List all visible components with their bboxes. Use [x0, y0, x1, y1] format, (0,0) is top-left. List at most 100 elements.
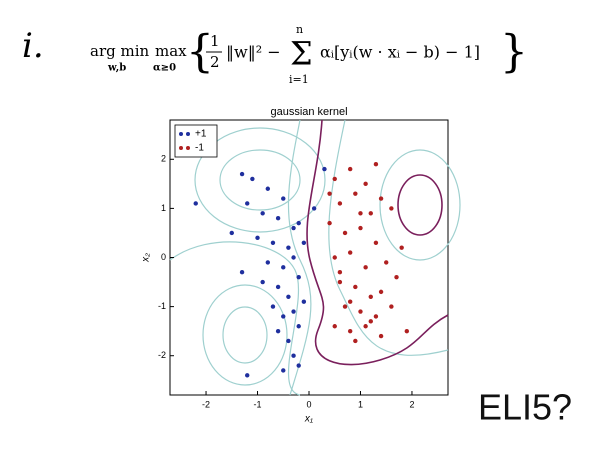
- point: [270, 240, 276, 245]
- point: [332, 255, 337, 260]
- legend-marker: [179, 146, 183, 150]
- point: [265, 260, 271, 265]
- formula-den: 2: [210, 53, 220, 71]
- point: [353, 284, 358, 290]
- point: [368, 294, 373, 299]
- point: [399, 245, 404, 250]
- formula: arg min w,b max α≥0 { 1 2 ‖w‖² − Σ n i=1…: [90, 23, 528, 86]
- point: [275, 328, 281, 334]
- caption: ELI5?: [478, 387, 572, 428]
- point: [347, 328, 353, 334]
- point: [296, 363, 301, 368]
- point: [378, 333, 384, 339]
- point: [337, 270, 343, 275]
- plot: [169, 119, 461, 396]
- point: [239, 270, 245, 275]
- formula-argmin-sub: w,b: [107, 63, 126, 74]
- contour: [169, 241, 301, 396]
- x-tick-label: -2: [202, 399, 210, 409]
- point: [373, 161, 379, 167]
- point: [291, 255, 296, 260]
- point: [296, 324, 301, 329]
- point: [358, 309, 363, 314]
- point: [347, 166, 353, 172]
- contour: [194, 127, 326, 233]
- formula-max: max: [155, 42, 187, 60]
- point: [275, 284, 281, 290]
- point: [286, 338, 291, 344]
- point: [358, 211, 363, 216]
- contour: [202, 284, 288, 386]
- point: [332, 324, 337, 329]
- y-tick-label: 2: [161, 154, 166, 164]
- point: [327, 220, 332, 226]
- point: [239, 171, 245, 177]
- chart-title: gaussian kernel: [270, 106, 347, 118]
- point: [281, 196, 286, 201]
- contour: [219, 149, 301, 211]
- y-axis-label: x₂: [141, 253, 152, 263]
- point: [270, 304, 276, 309]
- point: [265, 186, 271, 191]
- item-label: i.: [22, 26, 44, 66]
- point: [291, 309, 296, 314]
- point: [347, 299, 353, 304]
- formula-max-sub: α≥0: [153, 63, 176, 74]
- point: [327, 191, 332, 196]
- point: [363, 265, 368, 270]
- point: [255, 235, 260, 241]
- y-tick-label: -1: [158, 301, 166, 311]
- point: [229, 230, 234, 236]
- point: [281, 265, 286, 270]
- legend-marker: [186, 146, 190, 150]
- point: [286, 294, 291, 299]
- point: [378, 289, 384, 295]
- point: [296, 220, 301, 226]
- point: [389, 304, 394, 309]
- point: [250, 176, 255, 182]
- formula-sum-bottom: i=1: [289, 73, 309, 86]
- legend-label: +1: [195, 129, 207, 140]
- point: [337, 279, 343, 285]
- point: [342, 304, 348, 309]
- point: [296, 274, 301, 280]
- point: [358, 225, 363, 231]
- x-tick-label: -1: [254, 399, 262, 409]
- formula-sum-top: n: [296, 23, 303, 36]
- point: [291, 353, 296, 358]
- formula-term: αᵢ[yᵢ(w · xᵢ − b) − 1]: [320, 43, 480, 62]
- point: [311, 206, 317, 211]
- point: [353, 338, 358, 344]
- point: [384, 260, 389, 265]
- y-tick-label: 0: [161, 252, 166, 262]
- point: [281, 314, 286, 319]
- point: [193, 201, 198, 206]
- point: [260, 211, 265, 216]
- contour: [222, 306, 268, 364]
- formula-argmin: arg min: [90, 42, 150, 60]
- contour: [287, 119, 312, 396]
- legend-label: -1: [195, 143, 204, 154]
- point: [363, 181, 368, 187]
- point: [368, 319, 373, 324]
- point: [363, 324, 368, 329]
- point: [389, 206, 394, 211]
- x-axis-label: x₁: [304, 414, 313, 425]
- point: [347, 250, 353, 255]
- point: [286, 245, 291, 250]
- legend-box: [174, 124, 218, 158]
- x-tick-label: 1: [358, 399, 363, 409]
- point: [260, 279, 265, 285]
- formula-sum: Σ: [290, 35, 313, 73]
- point: [368, 211, 373, 216]
- point: [378, 196, 384, 201]
- contour: [379, 149, 461, 261]
- x-tick-label: 0: [306, 399, 311, 409]
- point: [275, 216, 281, 221]
- legend-marker: [186, 132, 190, 136]
- point: [291, 225, 296, 231]
- point: [404, 328, 410, 334]
- decision-boundary: [306, 119, 449, 366]
- x-tick-label: 2: [409, 399, 414, 409]
